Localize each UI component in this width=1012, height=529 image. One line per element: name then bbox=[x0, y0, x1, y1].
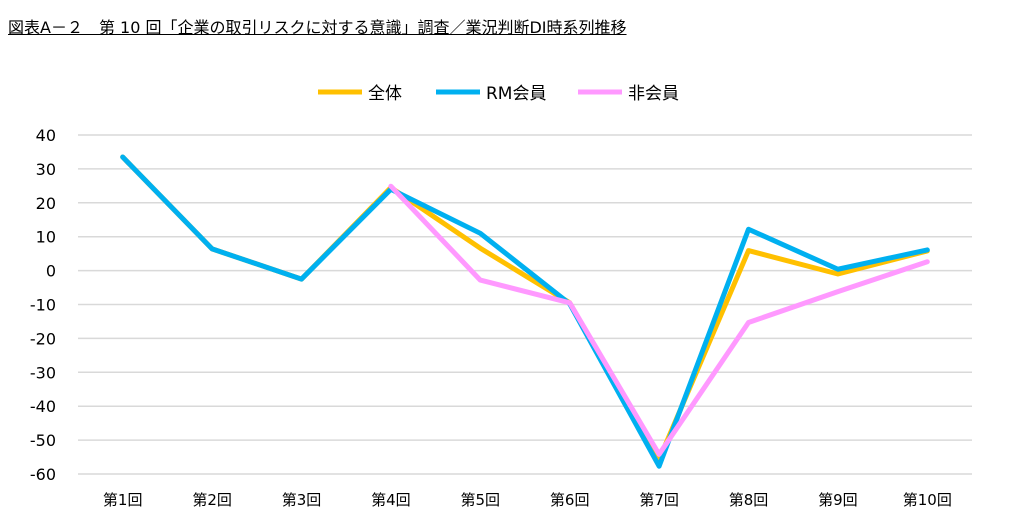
y-tick-label: -60 bbox=[30, 465, 56, 484]
y-tick-label: -40 bbox=[30, 397, 56, 416]
legend-label: RM会員 bbox=[486, 84, 546, 104]
x-tick-label: 第7回 bbox=[639, 491, 679, 509]
legend-label: 全体 bbox=[368, 84, 402, 104]
x-tick-label: 第4回 bbox=[371, 491, 411, 509]
y-tick-label: 40 bbox=[36, 126, 56, 145]
series-line-2 bbox=[388, 183, 930, 457]
x-tick-label: 第9回 bbox=[818, 491, 858, 509]
x-tick-label: 第10回 bbox=[903, 491, 952, 509]
y-tick-label: 0 bbox=[46, 262, 56, 281]
x-tick-label: 第8回 bbox=[729, 491, 769, 509]
chart-title: 図表A－２ 第 10 回「企業の取引リスクに対する意識」調査／業況判断DI時系列… bbox=[8, 18, 627, 37]
x-tick-label: 第5回 bbox=[461, 491, 501, 509]
x-tick-label: 第1回 bbox=[103, 491, 143, 509]
y-tick-label: -50 bbox=[30, 431, 56, 450]
y-tick-label: 10 bbox=[36, 228, 56, 247]
x-tick-label: 第3回 bbox=[282, 491, 322, 509]
series-line-1 bbox=[120, 154, 930, 469]
y-tick-label: 30 bbox=[36, 160, 56, 179]
y-tick-label: -10 bbox=[30, 296, 56, 315]
y-tick-label: -30 bbox=[30, 363, 56, 382]
x-tick-label: 第2回 bbox=[192, 491, 232, 509]
y-tick-label: -20 bbox=[30, 329, 56, 348]
x-tick-label: 第6回 bbox=[550, 491, 590, 509]
y-tick-label: 20 bbox=[36, 194, 56, 213]
legend-label: 非会員 bbox=[628, 84, 679, 104]
